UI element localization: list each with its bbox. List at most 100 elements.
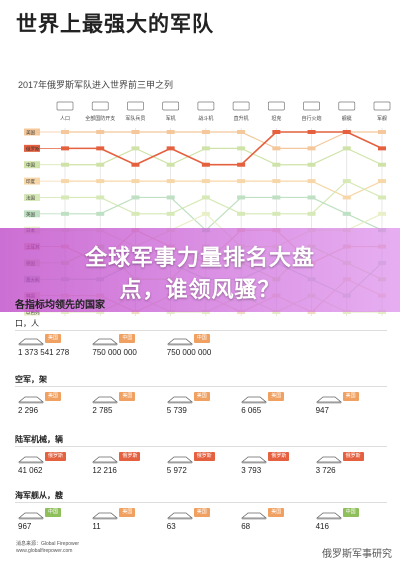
stat-cell: 中国 750 000 000	[89, 334, 179, 366]
banner-line-2: 点，谁领风骚？	[119, 277, 281, 302]
series-point	[307, 179, 316, 184]
series-point	[166, 162, 175, 167]
equipment-icon	[91, 334, 121, 348]
series-point	[131, 211, 140, 216]
country-label: 英国	[26, 211, 35, 218]
stat-cell: 美国 6 065	[238, 392, 328, 424]
stat-value: 947	[315, 406, 329, 415]
series-point	[201, 195, 210, 200]
stat-cell: 美国 68	[238, 508, 328, 540]
country-badge: 美国	[193, 392, 210, 401]
country-badge: 美国	[119, 392, 136, 401]
country-badge: 中国	[193, 334, 210, 343]
equipment-icon	[17, 508, 47, 522]
country-badge: 美国	[268, 392, 285, 401]
country-label: 以色列	[26, 309, 40, 316]
category-icon	[303, 101, 320, 111]
series-point	[378, 211, 386, 216]
series-point	[61, 179, 69, 184]
series-point	[201, 310, 210, 314]
country-label-bg	[24, 308, 40, 316]
series-point	[342, 179, 351, 184]
series-point	[237, 310, 246, 314]
series-line	[65, 180, 383, 215]
country-badge: 俄罗斯	[119, 452, 141, 461]
series-point	[166, 130, 175, 134]
section1-subtitle: 口，人	[15, 319, 39, 328]
series-point	[166, 211, 175, 216]
country-badge: 中国	[342, 508, 359, 517]
equipment-icon	[17, 452, 47, 466]
series-point	[201, 130, 210, 134]
series-point	[307, 211, 316, 216]
series-point	[272, 146, 281, 151]
category-icon	[162, 101, 180, 111]
source-line-1: 消息来源：Global Firepower	[16, 541, 80, 547]
equipment-icon	[240, 452, 270, 466]
watermark-text: 俄罗斯军事研究	[322, 549, 392, 560]
country-badge: 俄罗斯	[268, 452, 290, 461]
stat-cell: 俄罗斯 12 216	[89, 452, 179, 484]
series-point	[272, 310, 281, 314]
series-point	[96, 211, 105, 216]
country-badge: 俄罗斯	[193, 452, 215, 461]
stat-value: 750 000 000	[92, 348, 137, 357]
series-point	[166, 146, 175, 151]
series-point	[61, 211, 69, 216]
series-point	[378, 195, 386, 200]
series-point	[61, 195, 69, 200]
stat-value: 5 739	[166, 406, 187, 415]
category-label: 军舰	[377, 115, 387, 122]
stat-cell: 美国 5 739	[164, 392, 254, 424]
country-label-bg	[24, 144, 40, 152]
equipment-icon	[166, 452, 196, 466]
country-label-bg	[24, 193, 40, 201]
country-badge: 中国	[119, 334, 136, 343]
headline-banner: 全球军事力量排名大盘 点，谁领风骚？	[0, 228, 400, 312]
series-line	[65, 147, 383, 166]
series-point	[307, 130, 316, 134]
category-icon	[197, 101, 215, 111]
series-point	[201, 179, 210, 184]
stat-cell: 中国 416	[313, 508, 400, 540]
stat-value: 750 000 000	[166, 348, 212, 357]
series-point	[166, 195, 175, 200]
stat-value: 2 296	[18, 406, 39, 415]
stat-value: 416	[315, 522, 329, 531]
country-label-bg	[24, 210, 40, 218]
stat-cell: 中国 750 000 000	[164, 334, 254, 366]
country-badge: 美国	[45, 334, 62, 343]
series-point	[237, 130, 246, 134]
series-point	[342, 211, 351, 216]
series-point	[272, 162, 281, 167]
equipment-icon	[91, 392, 121, 406]
country-badge: 美国	[342, 392, 359, 401]
category-label: 舰艇	[342, 115, 352, 122]
category-label: 自行火炮	[302, 115, 322, 122]
section1-title: 各指标均领先的国家	[15, 300, 105, 311]
source-note: 消息来源：Global Firepower www.globalfirepowe…	[16, 541, 79, 555]
divider	[15, 330, 387, 331]
series-point	[272, 211, 281, 216]
series-point	[131, 179, 140, 184]
series-line	[65, 131, 382, 149]
series-point	[378, 130, 386, 134]
stat-cell: 中国 967	[15, 508, 105, 540]
series-point	[237, 146, 246, 151]
equipment-icon	[240, 392, 270, 406]
country-label: 俄罗斯	[26, 145, 40, 152]
series-point	[61, 310, 69, 314]
series-point	[131, 162, 140, 167]
country-badge: 美国	[45, 392, 62, 401]
series-point	[96, 130, 105, 134]
section3-title: 陆军机械，辆	[15, 435, 63, 444]
divider	[15, 446, 387, 447]
series-point	[307, 162, 316, 167]
series-point	[307, 195, 316, 200]
page-title: 世界上最强大的军队	[16, 13, 214, 36]
country-label-bg	[24, 161, 40, 169]
category-label: 军机	[166, 115, 176, 122]
stat-value: 68	[241, 522, 251, 531]
series-point	[272, 179, 281, 184]
category-label: 战斗机	[198, 115, 213, 122]
